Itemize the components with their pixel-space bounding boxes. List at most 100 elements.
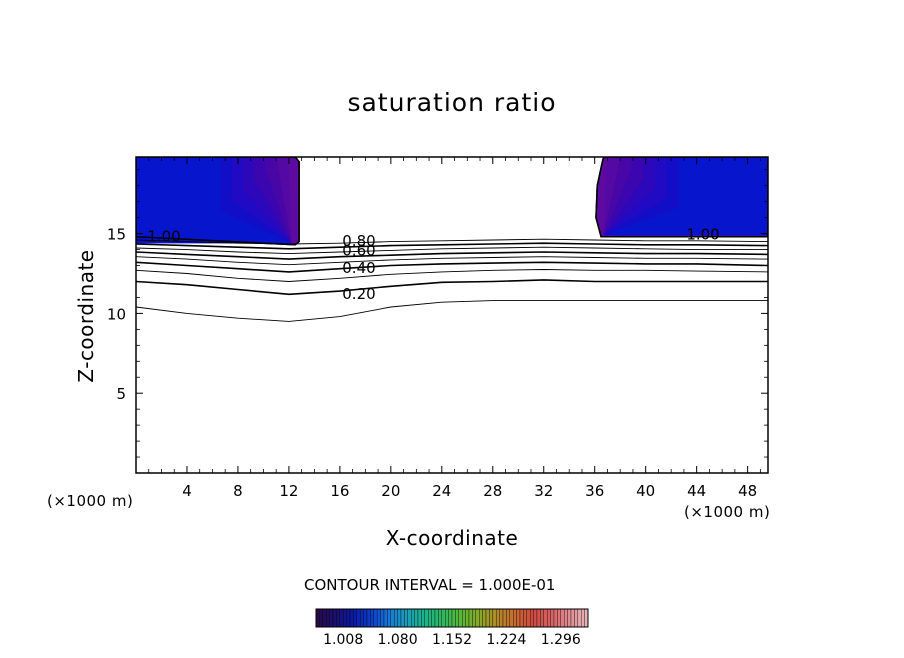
- colorbar-swatch: [533, 608, 538, 628]
- colorbar-swatch: [353, 608, 357, 628]
- colorbar-swatch: [428, 608, 432, 628]
- contour-label: 1.00: [147, 227, 180, 245]
- colorbar-swatch: [315, 608, 320, 628]
- colorbar-swatch: [329, 608, 334, 628]
- colorbar-tick-label: 1.152: [431, 632, 473, 648]
- colorbar-swatch: [564, 608, 568, 628]
- colorbar-swatch: [513, 608, 517, 628]
- y-tick-label: 5: [116, 385, 126, 403]
- contour-label: 0.80: [342, 232, 375, 250]
- colorbar-swatch: [451, 608, 456, 628]
- colorbar-swatch: [336, 608, 340, 628]
- colorbar-swatch: [472, 608, 476, 628]
- y-tick-label: 15: [107, 226, 126, 244]
- colorbar-swatch: [366, 608, 371, 628]
- colorbar-swatch: [523, 608, 527, 628]
- colorbar-swatch: [370, 608, 374, 628]
- colorbar-swatch: [560, 608, 565, 628]
- x-tick-label: 8: [233, 482, 243, 500]
- colorbar-swatch: [431, 608, 436, 628]
- colorbar-swatch: [339, 608, 344, 628]
- colorbar-swatch: [390, 608, 395, 628]
- contour-label: 0.60: [342, 242, 375, 260]
- colorbar-swatch: [584, 608, 589, 628]
- colorbar-swatch: [448, 608, 453, 628]
- region-boundary: [136, 157, 300, 246]
- contour-line: [136, 269, 768, 282]
- colorbar-swatch: [489, 608, 493, 628]
- colorbar-swatch: [400, 608, 405, 628]
- x-tick-label: 36: [585, 482, 604, 500]
- colorbar-swatch: [485, 608, 490, 628]
- colorbar-swatch: [411, 608, 415, 628]
- x-tick-label: 4: [182, 482, 192, 500]
- colorbar-swatch: [577, 608, 582, 628]
- colorbar-swatch: [502, 608, 507, 628]
- colorbar-swatch: [509, 608, 514, 628]
- colorbar-swatch: [424, 608, 429, 628]
- x-tick-label: 16: [330, 482, 349, 500]
- colorbar-frame: [315, 608, 589, 628]
- contour-line: [136, 246, 768, 255]
- colorbar-swatch: [404, 608, 408, 628]
- x-tick-label: 28: [483, 482, 502, 500]
- contour-line: [136, 256, 768, 266]
- colorbar-swatch: [349, 608, 354, 628]
- colorbar-tick-label: 1.080: [377, 632, 418, 648]
- colorbar-swatch: [356, 608, 361, 628]
- region-boundary: [595, 157, 768, 238]
- colorbar-swatch: [567, 608, 572, 628]
- chart-title: saturation ratio: [347, 88, 557, 117]
- colorbar-swatch: [319, 608, 323, 628]
- region-shade-band: [603, 157, 768, 236]
- colorbar-swatch: [570, 608, 575, 628]
- colorbar-swatch: [346, 608, 351, 628]
- colorbar-swatch: [550, 608, 555, 628]
- y-tick-label: 10: [107, 305, 126, 323]
- x-axis-unit-label: (×1000 m): [684, 503, 771, 521]
- contour-line: [136, 279, 768, 296]
- colorbar-swatch: [557, 608, 561, 628]
- plot-frame: [135, 156, 769, 474]
- colorbar-swatch: [377, 608, 381, 628]
- colorbar-swatch: [574, 608, 578, 628]
- contour-line: [136, 242, 768, 250]
- colorbar-swatch: [394, 608, 398, 628]
- colorbar-swatch: [482, 608, 487, 628]
- colorbar-swatch: [434, 608, 439, 628]
- contour-label: 0.20: [342, 285, 375, 303]
- colorbar-swatch: [506, 608, 510, 628]
- colorbar-swatch: [475, 608, 480, 628]
- colorbar-tick-label: 1.224: [486, 632, 527, 648]
- colorbar-swatch: [322, 608, 327, 628]
- colorbar-swatch: [445, 608, 449, 628]
- colorbar-swatch: [414, 608, 419, 628]
- colorbar-swatch: [526, 608, 531, 628]
- colorbar-swatch: [417, 608, 422, 628]
- colorbar-swatch: [536, 608, 541, 628]
- colorbar-swatch: [326, 608, 330, 628]
- colorbar-swatch: [543, 608, 548, 628]
- colorbar-swatch: [547, 608, 551, 628]
- x-tick-label: 32: [534, 482, 553, 500]
- colorbar-swatch: [479, 608, 483, 628]
- x-tick-label: 44: [687, 482, 706, 500]
- x-tick-label: 20: [381, 482, 400, 500]
- colorbar-swatch: [421, 608, 425, 628]
- colorbar-swatch: [519, 608, 524, 628]
- colorbar-swatch: [363, 608, 368, 628]
- x-axis-label: X-coordinate: [385, 526, 519, 550]
- colorbar-swatch: [373, 608, 378, 628]
- colorbar-swatch: [332, 608, 337, 628]
- colorbar-swatch: [496, 608, 500, 628]
- colorbar-swatch: [465, 608, 470, 628]
- colorbar-swatch: [530, 608, 534, 628]
- region-shade-band: [136, 157, 292, 244]
- x-tick-label: 48: [738, 482, 757, 500]
- colorbar-swatch: [380, 608, 385, 628]
- contour-line: [136, 261, 768, 273]
- colorbar-swatch: [397, 608, 402, 628]
- contour-interval-text: CONTOUR INTERVAL = 1.000E-01: [304, 576, 556, 594]
